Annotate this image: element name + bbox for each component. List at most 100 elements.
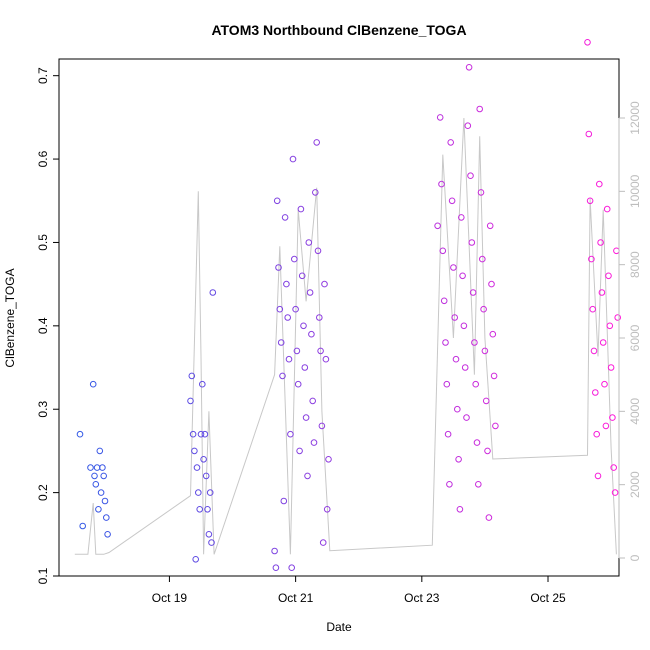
x-tick-label: Oct 21 [278,591,314,605]
x-axis: Oct 19 Oct 21 Oct 23 Oct 25 [152,575,566,605]
data-point [459,272,466,280]
data-point [272,564,280,572]
data-point [306,289,314,296]
data-point [288,564,296,572]
data-point [205,531,213,538]
data-point [96,447,104,455]
data-point [485,514,493,521]
data-point [97,489,105,496]
data-point [191,447,198,455]
data-point [206,489,214,496]
data-point [471,339,478,346]
data-point [312,189,319,196]
data-point [100,472,107,480]
data-point [589,305,597,313]
data-point [448,197,456,205]
data-point [461,364,469,371]
data-point [488,280,495,288]
data-point [454,405,461,413]
data-point [455,456,462,463]
data-point [309,397,317,405]
data-point [276,305,284,313]
data-point [606,322,614,330]
data-point [285,355,293,363]
data-point [280,497,288,505]
data-point [275,264,282,271]
data-point [200,456,207,463]
y2-tick-label: 6000 [628,324,642,351]
data-point [489,330,497,338]
data-point [304,472,311,480]
data-point [584,39,591,46]
altitude-line-layer [74,117,617,555]
data-point [482,397,490,405]
data-point [475,481,482,488]
data-point [601,380,608,388]
data-point [89,380,97,388]
plot-frame [58,58,620,577]
data-point [202,472,210,480]
data-point [434,222,441,230]
data-point [196,506,203,513]
data-point [613,247,620,255]
data-point [436,114,444,121]
data-point [289,155,297,163]
data-point [458,214,465,221]
data-point [439,247,447,255]
data-point [447,139,455,146]
y-tick-label: 0.5 [36,234,50,251]
data-point [593,430,601,438]
data-point [293,347,301,355]
y-tick-label: 0.3 [36,401,50,418]
data-point [479,255,486,263]
data-points-layer [76,39,622,572]
data-point [484,447,491,455]
data-point [452,355,460,363]
data-point [590,347,598,355]
y-tick-label: 0.4 [36,317,50,334]
data-point [602,422,610,430]
data-point [294,380,302,388]
y-axis-left: 0.1 0.2 0.3 0.4 0.5 0.6 0.7 [36,67,60,584]
data-point [610,464,618,471]
data-point [472,380,480,388]
data-point [609,414,616,421]
data-point [99,464,106,471]
data-point [319,539,327,546]
data-point [321,280,328,288]
y2-tick-label: 8000 [628,251,642,278]
data-point [325,456,332,463]
data-point [313,139,321,146]
y2-tick-label: 4000 [628,398,642,425]
data-point [477,189,485,196]
data-point [92,481,100,488]
y2-tick-label: 10000 [628,174,642,208]
data-point [79,522,86,530]
data-point [456,506,464,513]
data-point [598,289,606,296]
data-point [199,380,206,388]
data-point [91,472,98,480]
data-point [480,305,487,313]
data-point [281,214,289,221]
data-point [104,531,111,538]
data-point [473,439,481,446]
data-point [93,464,101,471]
x-tick-label: Oct 19 [152,591,188,605]
y2-tick-label: 2000 [628,471,642,498]
data-point [469,289,477,296]
data-point [450,264,457,271]
data-point [283,280,290,288]
data-point [486,222,494,230]
data-point [592,389,599,396]
data-point [209,289,217,296]
y-axis-label: ClBenzene_TOGA [3,268,17,367]
data-point [95,506,102,513]
data-point [597,239,604,246]
data-point [607,364,615,371]
data-point [101,497,109,505]
data-point [460,322,468,330]
data-point [271,547,278,555]
data-point [279,372,286,380]
data-point [188,372,196,380]
